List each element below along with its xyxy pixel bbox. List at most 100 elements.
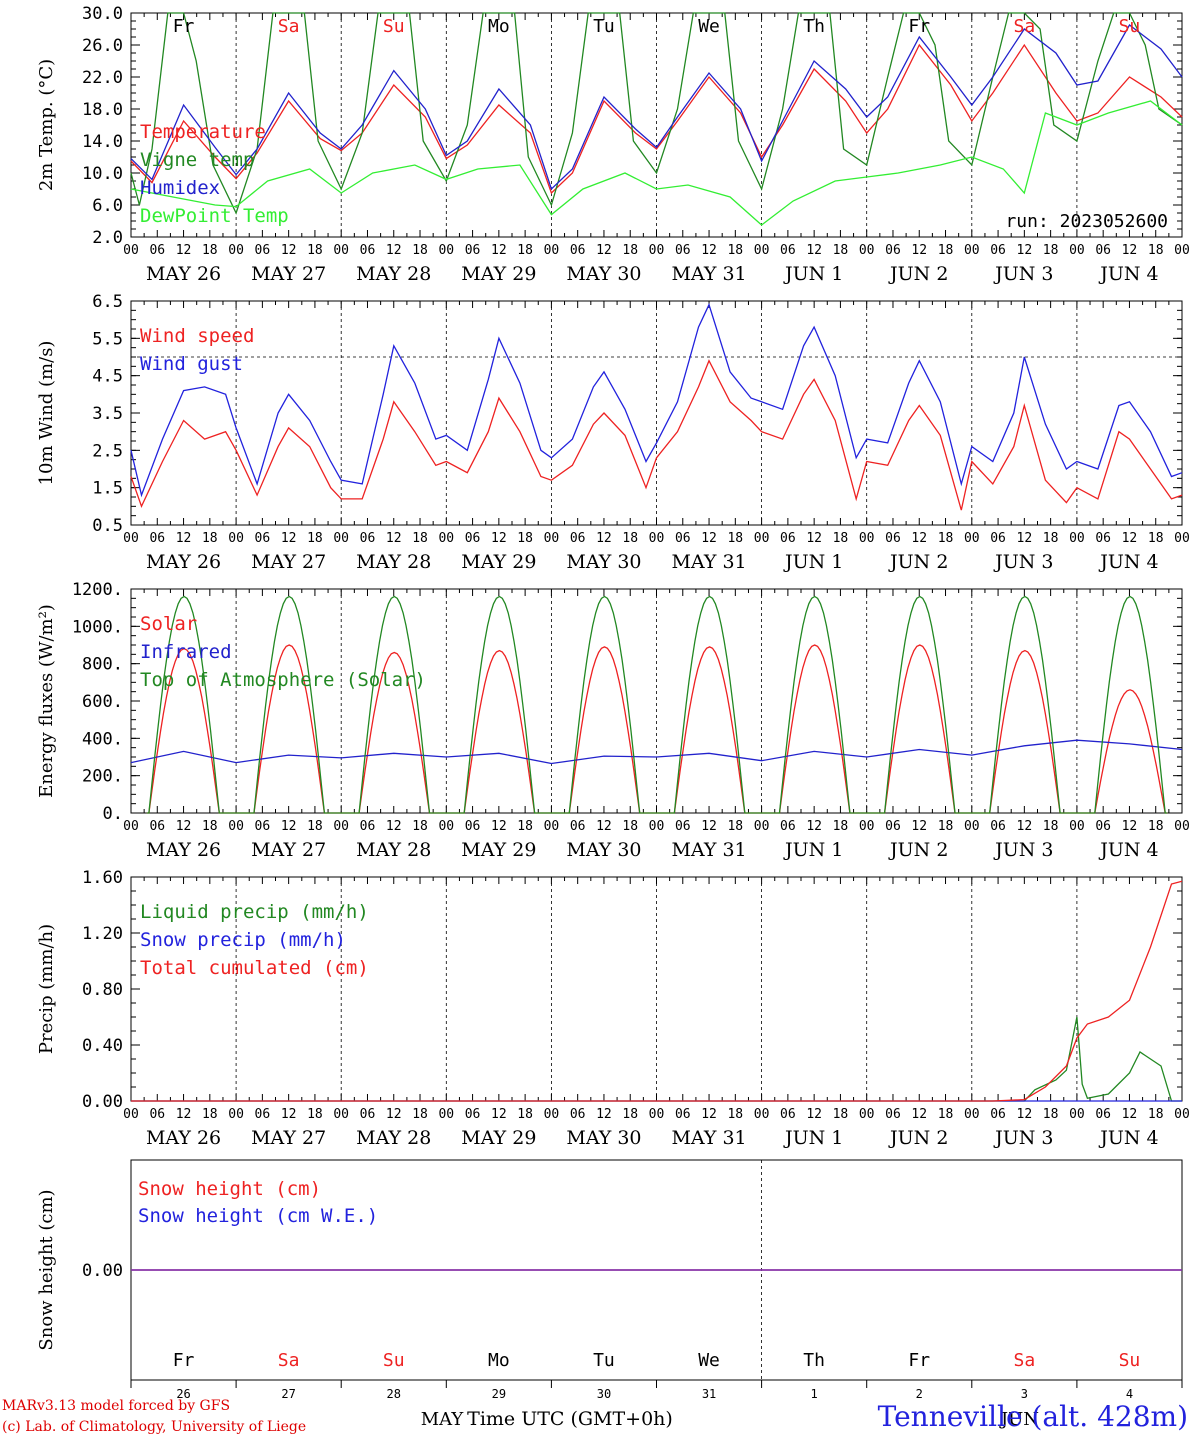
- hour-tick-label: 12: [1122, 1107, 1138, 1122]
- day-number-label: 2: [916, 1387, 923, 1401]
- y-tick-label: 400.: [82, 729, 123, 749]
- hour-tick-label: 06: [885, 819, 901, 834]
- hour-tick-label: 12: [386, 819, 402, 834]
- date-label: MAY 27: [251, 551, 326, 573]
- hour-tick-label: 06: [990, 531, 1006, 546]
- hour-tick-label: 06: [570, 1107, 586, 1122]
- y-tick-label: 4.5: [92, 367, 123, 387]
- hour-tick-label: 06: [149, 243, 165, 258]
- legend-entry: Liquid precip (mm/h): [140, 901, 369, 923]
- hour-tick-label: 06: [990, 1107, 1006, 1122]
- date-label: JUN 3: [993, 551, 1053, 573]
- hour-tick-label: 06: [780, 819, 796, 834]
- date-label: MAY 30: [566, 551, 641, 573]
- hour-tick-label: 18: [727, 531, 743, 546]
- y-axis-label: Snow height (cm): [36, 1189, 57, 1350]
- hour-tick-label: 12: [1122, 531, 1138, 546]
- hour-tick-label: 00: [649, 1107, 665, 1122]
- date-label: MAY 29: [461, 551, 536, 573]
- weekday-label: Su: [1119, 1350, 1141, 1371]
- y-tick-label: 1200.: [72, 580, 123, 600]
- hour-tick-label: 06: [149, 531, 165, 546]
- y-axis-label: Energy fluxes (W/m²): [36, 604, 57, 798]
- hour-tick-label: 06: [990, 243, 1006, 258]
- y-tick-label: 0.80: [82, 980, 123, 1000]
- hour-tick-label: 06: [360, 1107, 376, 1122]
- hour-tick-label: 18: [307, 819, 323, 834]
- hour-tick-label: 12: [911, 819, 927, 834]
- hour-tick-label: 12: [1017, 1107, 1033, 1122]
- day-number-label: 31: [702, 1387, 716, 1401]
- hour-tick-label: 18: [412, 1107, 428, 1122]
- lab-credit-line: (c) Lab. of Climatology, University of L…: [2, 1419, 307, 1435]
- hour-tick-label: 06: [780, 243, 796, 258]
- hour-tick-label: 00: [123, 819, 139, 834]
- chart-panel-1: 00 06 12 18 00 06 12 18 00 06 12 18 00 06 12 18 00 06 12 18…: [36, 4, 1190, 285]
- date-label: MAY 31: [671, 551, 746, 573]
- hour-tick-label: 00: [964, 819, 980, 834]
- hour-tick-label: 00: [1174, 1107, 1190, 1122]
- month-label-jun: JUN: [999, 1409, 1039, 1430]
- hour-tick-label: 00: [859, 531, 875, 546]
- y-tick-label: 1000.: [72, 617, 123, 637]
- legend-entry: Wind gust: [140, 353, 243, 375]
- date-label: JUN 3: [993, 839, 1053, 861]
- hour-tick-label: 18: [1043, 243, 1059, 258]
- hour-tick-label: 18: [622, 243, 638, 258]
- hour-tick-label: 18: [1148, 819, 1164, 834]
- date-label: MAY 28: [356, 1127, 431, 1149]
- date-label: JUN 4: [1098, 1127, 1158, 1149]
- hour-tick-label: 00: [123, 531, 139, 546]
- hour-tick-label: 18: [517, 819, 533, 834]
- date-label: MAY 28: [356, 551, 431, 573]
- hour-tick-label: 12: [1017, 819, 1033, 834]
- hour-tick-label: 00: [544, 243, 560, 258]
- hour-tick-label: 18: [727, 1107, 743, 1122]
- y-tick-label: 3.5: [92, 404, 123, 424]
- hour-tick-label: 12: [806, 243, 822, 258]
- hour-tick-label: 18: [412, 531, 428, 546]
- hour-tick-label: 18: [1148, 1107, 1164, 1122]
- hour-tick-label: 12: [806, 1107, 822, 1122]
- hour-tick-label: 00: [1174, 531, 1190, 546]
- date-label: MAY 26: [146, 839, 221, 861]
- hour-tick-label: 18: [307, 1107, 323, 1122]
- date-label: MAY 31: [671, 1127, 746, 1149]
- hour-tick-label: 06: [255, 1107, 271, 1122]
- hour-tick-label: 18: [1043, 1107, 1059, 1122]
- legend-entry: Temperature: [140, 121, 266, 143]
- hour-tick-label: 18: [833, 531, 849, 546]
- date-label: JUN 2: [888, 1127, 948, 1149]
- hour-tick-label: 12: [281, 243, 297, 258]
- hour-tick-label: 06: [570, 819, 586, 834]
- weekday-label: Sa: [278, 16, 300, 37]
- day-number-label: 28: [387, 1387, 401, 1401]
- series-line-dewpoint-temp: [130, 100, 1183, 226]
- hour-tick-label: 00: [228, 819, 244, 834]
- hour-tick-label: 00: [544, 531, 560, 546]
- hour-tick-label: 00: [228, 243, 244, 258]
- hour-tick-label: 12: [701, 531, 717, 546]
- date-label: MAY 29: [461, 839, 536, 861]
- date-label: JUN 1: [783, 839, 843, 861]
- y-tick-label: 0.: [103, 804, 123, 824]
- hour-tick-label: 00: [964, 531, 980, 546]
- hour-tick-label: 12: [491, 819, 507, 834]
- hour-tick-label: 00: [228, 531, 244, 546]
- hour-tick-label: 00: [754, 531, 770, 546]
- y-tick-label: 200.: [82, 767, 123, 787]
- hour-tick-label: 00: [649, 531, 665, 546]
- date-label: MAY 29: [461, 263, 536, 285]
- y-tick-label: 6.5: [92, 292, 123, 312]
- series-line-liquid-precip-mm-h-: [131, 1016, 1182, 1102]
- x-axis-label: Time UTC (GMT+0h): [467, 1408, 673, 1430]
- date-label: MAY 30: [566, 263, 641, 285]
- date-label: MAY 27: [251, 263, 326, 285]
- legend-entry: Top of Atmosphere (Solar): [140, 669, 426, 691]
- legend-entry: DewPoint Temp: [140, 205, 289, 227]
- hour-tick-label: 18: [1043, 819, 1059, 834]
- series-line-total-cumulated-cm-: [131, 880, 1183, 1102]
- legend-entry: Vigne temp: [140, 149, 254, 171]
- hour-tick-label: 12: [1122, 243, 1138, 258]
- y-tick-label: 30.0: [82, 4, 123, 24]
